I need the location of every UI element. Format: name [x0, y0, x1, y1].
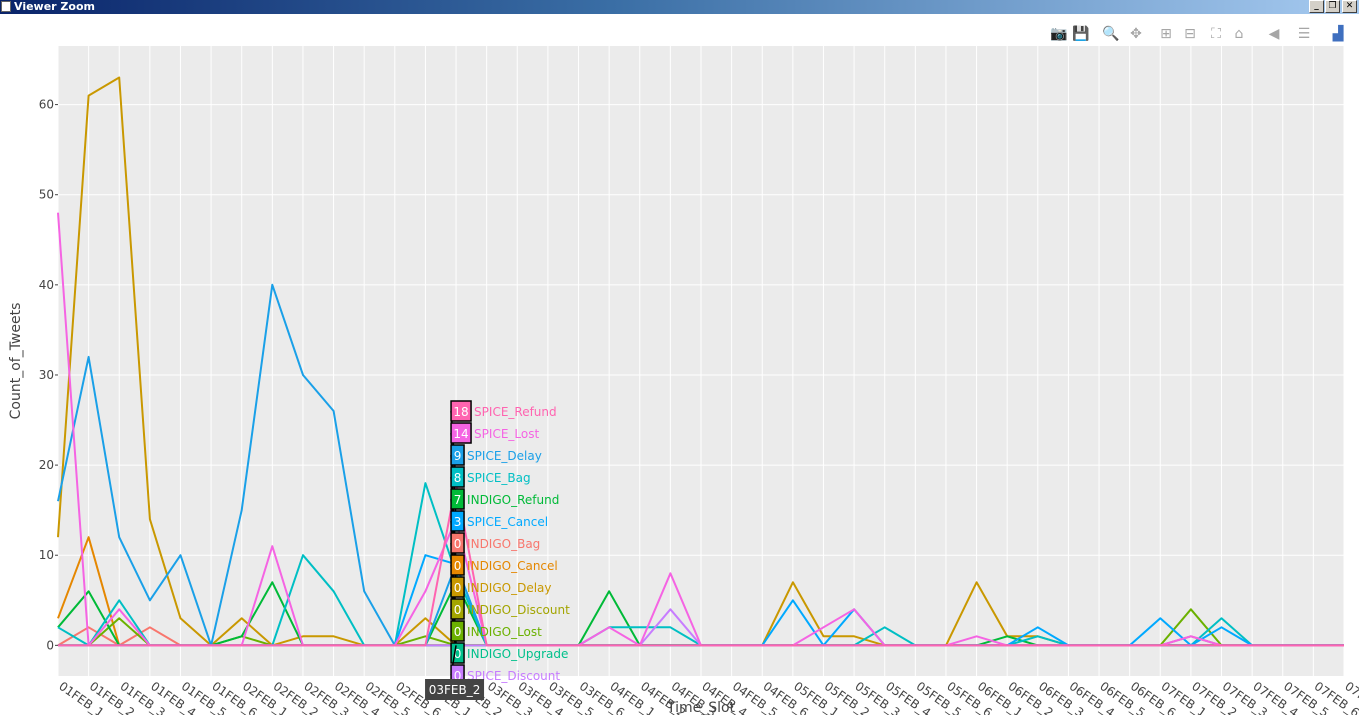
hover-value: 7 [454, 493, 462, 507]
hover-series-name: INDIGO_Bag [467, 537, 540, 551]
hover-value: 0 [454, 625, 462, 639]
hover-value-box [450, 598, 465, 620]
hover-series-name: INDIGO_Discount [467, 603, 570, 617]
hover-value-box [450, 444, 465, 466]
hover-value: 0 [454, 537, 462, 551]
hover-value: 14 [453, 427, 468, 441]
hover-value-box [450, 510, 465, 532]
hover-series-name: INDIGO_Refund [467, 493, 559, 507]
zoom-in-icon[interactable]: ⊞ [1160, 26, 1172, 42]
hover-series-name: INDIGO_Lost [467, 625, 542, 639]
hover-value-box [450, 488, 465, 510]
restore-button[interactable]: ❐ [1325, 0, 1340, 13]
hover-value-box [450, 466, 465, 488]
hover-series-name: INDIGO_Cancel [467, 559, 558, 573]
home-icon[interactable]: ⌂ [1234, 26, 1244, 42]
hover-series-name: INDIGO_Delay [467, 581, 551, 595]
compare-data-icon[interactable]: ☰ [1297, 26, 1311, 42]
series-lines [57, 76, 1344, 647]
hover-value-box [450, 532, 465, 554]
hover-value-box [450, 620, 465, 642]
y-tick-label: 30 [39, 368, 54, 382]
plot-modebar: 📷 💾 🔍 ✥ ⊞ ⊟ ⛶ ⌂ ◀ ☰ ▟ [1045, 24, 1355, 44]
app-icon [1, 1, 11, 12]
hover-value: 0 [454, 647, 462, 661]
grid-lines [57, 46, 1345, 676]
hover-series-name: SPICE_Bag [467, 471, 531, 485]
close-button[interactable]: ✕ [1342, 0, 1357, 13]
plotly-logo-icon[interactable]: ▟ [1332, 26, 1344, 42]
hover-value-box [450, 400, 472, 422]
y-tick-label: 50 [39, 188, 54, 202]
hover-value: 8 [454, 471, 462, 485]
minimize-button[interactable]: _ [1309, 0, 1324, 13]
y-axis-ticks: 0 10 20 30 40 50 60 [39, 98, 58, 652]
hover-series-name: SPICE_Cancel [467, 515, 548, 529]
hover-value: 18 [453, 405, 468, 419]
hover-series-name: INDIGO_Upgrade [467, 647, 568, 661]
hover-series-name: SPICE_Discount [467, 669, 560, 683]
hover-series-name: SPICE_Lost [474, 427, 539, 441]
hover-value: 3 [454, 515, 462, 529]
y-tick-label: 0 [46, 638, 54, 652]
y-tick-label: 40 [39, 278, 54, 292]
y-axis-title: Count_of_Tweets [8, 303, 24, 420]
hover-value: 0 [454, 559, 462, 573]
hover-value: 9 [454, 449, 462, 463]
zoom-out-icon[interactable]: ⊟ [1184, 26, 1196, 42]
hover-value: 0 [454, 603, 462, 617]
x-axis-title: Time_Slot [666, 700, 736, 715]
y-tick-label: 60 [39, 98, 54, 112]
hover-x-label: 03FEB_2 [429, 683, 481, 697]
save-icon[interactable]: 💾 [1072, 26, 1090, 42]
hover-value: 0 [454, 669, 462, 683]
hover-series-name: SPICE_Delay [467, 449, 542, 463]
hover-value-box [450, 422, 472, 444]
camera-icon[interactable]: 📷 [1050, 26, 1068, 42]
y-tick-label: 20 [39, 458, 54, 472]
series-line-SPICE_Refund[interactable] [58, 482, 1344, 647]
hover-series-name: SPICE_Refund [474, 405, 557, 419]
hover-value-box [450, 554, 465, 576]
hover-x-label-box [425, 679, 485, 700]
window-title: Viewer Zoom [14, 0, 95, 13]
pan-icon[interactable]: ✥ [1130, 26, 1142, 42]
autoscale-icon[interactable]: ⛶ [1211, 26, 1221, 42]
hover-value: 0 [454, 581, 462, 595]
hover-value-box [450, 576, 465, 598]
window-titlebar: Viewer Zoom _ ❐ ✕ [0, 0, 1359, 14]
zoom-icon[interactable]: 🔍 [1102, 26, 1120, 42]
y-tick-label: 10 [39, 548, 54, 562]
spike-lines-icon[interactable]: ◀ [1268, 26, 1280, 42]
